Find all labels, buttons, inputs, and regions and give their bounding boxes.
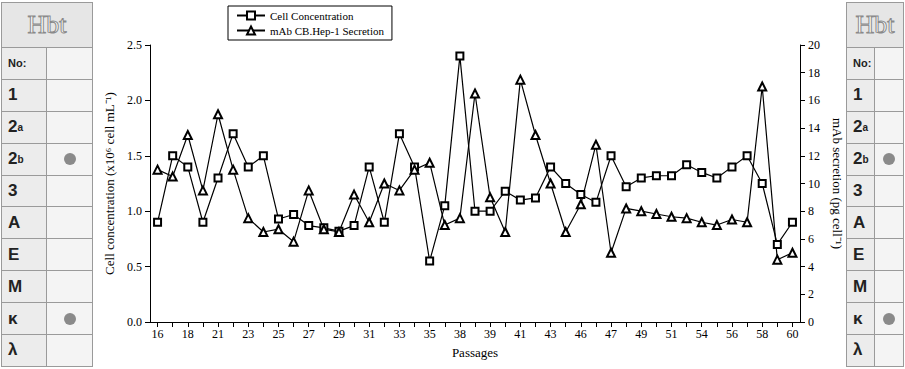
svg-text:46: 46 xyxy=(575,327,587,341)
svg-text:18: 18 xyxy=(808,66,820,80)
svg-text:16: 16 xyxy=(152,327,164,341)
html-text:1: 1 xyxy=(853,85,863,105)
html-text:3: 3 xyxy=(8,181,18,200)
svg-text:47: 47 xyxy=(605,327,617,341)
svg-text:38: 38 xyxy=(454,327,466,341)
html-text:2b: 2b xyxy=(8,149,24,169)
svg-text:27: 27 xyxy=(303,327,315,341)
svg-text:Passages: Passages xyxy=(452,345,498,360)
svg-text:2.5: 2.5 xyxy=(127,38,142,52)
svg-text:mAb CB.Hep-1 Secretion: mAb CB.Hep-1 Secretion xyxy=(270,25,384,37)
svg-text:12: 12 xyxy=(808,149,820,163)
html-text:κ: κ xyxy=(853,308,863,328)
svg-text:60: 60 xyxy=(786,327,798,341)
html-text:1: 1 xyxy=(8,85,18,105)
svg-text:16: 16 xyxy=(808,93,820,107)
svg-text:Cell Concentration: Cell Concentration xyxy=(270,10,354,22)
html-text:λ: λ xyxy=(853,340,863,360)
svg-text:18: 18 xyxy=(182,327,194,341)
html-text:M: M xyxy=(8,276,23,296)
html-text:Hbt: Hbt xyxy=(855,10,895,39)
svg-text:35: 35 xyxy=(424,327,436,341)
svg-text:39: 39 xyxy=(484,327,496,341)
svg-text:20: 20 xyxy=(808,38,820,52)
svg-text:49: 49 xyxy=(635,327,647,341)
html-text:E: E xyxy=(8,244,20,264)
svg-text:1.5: 1.5 xyxy=(127,149,142,163)
svg-text:0.0: 0.0 xyxy=(127,315,142,329)
svg-text:6: 6 xyxy=(808,232,814,246)
html-text:No:: No: xyxy=(853,57,872,70)
svg-text:0.5: 0.5 xyxy=(127,260,142,274)
html-text:2b: 2b xyxy=(853,149,869,169)
svg-text:14: 14 xyxy=(808,121,820,135)
svg-text:4: 4 xyxy=(808,260,814,274)
svg-text:Cell concentration (x10⁶ cell: Cell concentration (x10⁶ cell mL⁻¹) xyxy=(102,92,117,275)
svg-text:41: 41 xyxy=(514,327,526,341)
html-text:2a: 2a xyxy=(853,117,868,137)
html-text:A: A xyxy=(853,212,866,232)
svg-text:0: 0 xyxy=(808,315,814,329)
svg-text:1.0: 1.0 xyxy=(127,204,142,218)
html-text:3: 3 xyxy=(853,181,863,200)
svg-text:mAb secretion (pg cell⁻¹): mAb secretion (pg cell⁻¹) xyxy=(830,118,845,249)
svg-text:56: 56 xyxy=(726,327,738,341)
html-text:Hbt: Hbt xyxy=(27,10,67,39)
svg-text:25: 25 xyxy=(272,327,284,341)
html-text:A: A xyxy=(8,212,21,232)
svg-text:8: 8 xyxy=(808,204,814,218)
html-text:κ: κ xyxy=(8,308,18,328)
svg-text:33: 33 xyxy=(393,327,405,341)
svg-text:31: 31 xyxy=(363,327,375,341)
svg-text:29: 29 xyxy=(333,327,345,341)
html-text:M: M xyxy=(853,276,868,296)
svg-text:2: 2 xyxy=(808,287,814,301)
html-text:λ: λ xyxy=(8,340,18,360)
svg-text:51: 51 xyxy=(666,327,678,341)
svg-text:43: 43 xyxy=(545,327,557,341)
html-text:E: E xyxy=(853,244,865,264)
svg-text:54: 54 xyxy=(696,327,708,341)
svg-text:58: 58 xyxy=(756,327,768,341)
html-text:2a: 2a xyxy=(8,117,23,137)
svg-text:21: 21 xyxy=(212,327,224,341)
svg-text:2.0: 2.0 xyxy=(127,93,142,107)
svg-text:10: 10 xyxy=(808,177,820,191)
html-text:No:: No: xyxy=(8,57,27,70)
svg-text:23: 23 xyxy=(242,327,254,341)
